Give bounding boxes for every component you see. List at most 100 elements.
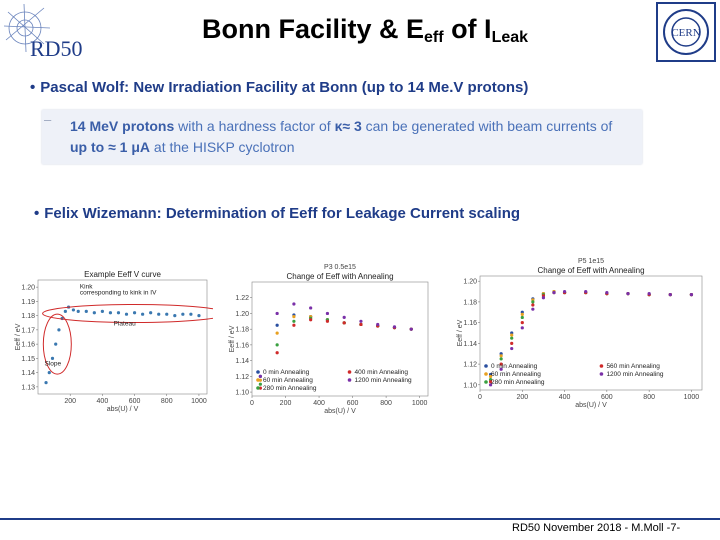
bullet-pascal-wolf: • Pascal Wolf: New Irradiation Facility a… xyxy=(30,79,529,96)
y-tick-label: 1.18 xyxy=(21,313,35,320)
bullet-dot: • xyxy=(34,205,40,222)
data-point xyxy=(76,309,80,313)
chart-annealing-p5: P5 1e15 Change of Eeff with Annealing 1.10… xyxy=(442,256,714,416)
y-tick-label: 1.20 xyxy=(463,279,477,286)
data-point xyxy=(510,346,514,351)
y-tick-label: 1.10 xyxy=(463,382,477,389)
data-point xyxy=(392,325,397,329)
chart-title: Example Eeff V curve xyxy=(84,270,161,279)
data-point xyxy=(165,312,169,316)
legend-marker xyxy=(256,378,260,382)
annotation-kink: Kink xyxy=(80,284,93,291)
legend-label: 1200 min Annealing xyxy=(606,371,663,378)
data-point xyxy=(510,336,514,340)
data-point xyxy=(520,312,524,316)
legend-label: 1200 min Annealing xyxy=(355,377,412,384)
data-point xyxy=(668,293,672,297)
footer-line xyxy=(0,518,720,520)
data-point xyxy=(292,314,296,319)
legend-label: 0 min Annealing xyxy=(491,363,538,370)
cern-logo: CERN xyxy=(656,2,716,62)
chart-title: Change of Eeff with Annealing xyxy=(537,266,644,275)
data-point xyxy=(275,351,279,355)
chart-title: Change of Eeff with Annealing xyxy=(286,272,393,281)
plot-frame xyxy=(479,275,703,391)
page-title: Bonn Facility & Eeff of ILeak xyxy=(201,14,529,46)
y-tick-label: 1.22 xyxy=(235,295,249,302)
legend-marker xyxy=(599,364,604,368)
data-point xyxy=(292,323,296,327)
x-tick-label: 200 xyxy=(280,400,292,407)
data-point xyxy=(189,312,193,316)
rd50-logo-text: RD50 xyxy=(30,36,83,61)
data-point xyxy=(258,374,262,378)
y-axis-label: Eeff / eV xyxy=(15,323,22,350)
data-point xyxy=(520,315,524,320)
chart-subtitle: P5 1e15 xyxy=(578,258,604,265)
legend-label: 60 min Annealing xyxy=(491,371,541,378)
y-tick-label: 1.10 xyxy=(235,390,249,397)
x-axis-label: abs(U) / V xyxy=(324,408,356,415)
legend-marker xyxy=(484,380,488,384)
data-point xyxy=(488,380,493,384)
data-point xyxy=(71,308,76,312)
x-tick-label: 400 xyxy=(559,394,571,401)
data-point xyxy=(647,292,651,296)
data-point xyxy=(50,356,55,360)
x-axis-label: abs(U) / V xyxy=(575,402,607,409)
y-tick-label: 1.12 xyxy=(463,362,477,369)
data-point xyxy=(100,309,104,313)
y-tick-label: 1.17 xyxy=(21,327,35,334)
x-tick-label: 800 xyxy=(161,398,173,405)
data-point xyxy=(605,290,609,295)
data-point xyxy=(626,292,630,296)
quote-box xyxy=(42,110,642,164)
data-point xyxy=(552,290,556,295)
legend-label: 280 min Annealing xyxy=(263,385,317,392)
data-point xyxy=(108,311,113,315)
legend-label: 400 min Annealing xyxy=(355,369,409,376)
data-point xyxy=(520,321,524,325)
data-point xyxy=(54,342,58,346)
data-point xyxy=(499,362,503,366)
cern-logo-text: CERN xyxy=(671,27,700,39)
footer-text: RD50 November 2018 - M.Moll -7- xyxy=(512,522,681,534)
plateau-ellipse xyxy=(42,303,213,323)
x-tick-label: 200 xyxy=(516,394,528,401)
data-point xyxy=(275,343,279,347)
bullet-felix-wizemann: • Felix Wizemann: Determination of Eeff f… xyxy=(34,205,521,222)
data-point xyxy=(292,319,296,323)
legend-marker xyxy=(256,386,260,390)
y-tick-label: 1.18 xyxy=(463,299,477,306)
y-tick-label: 1.15 xyxy=(21,356,35,363)
data-point xyxy=(292,302,296,306)
data-point xyxy=(275,323,279,327)
y-tick-label: 1.18 xyxy=(235,327,249,334)
data-point xyxy=(116,311,121,315)
data-point xyxy=(531,303,535,307)
data-point xyxy=(499,354,503,358)
x-tick-label: 600 xyxy=(347,400,359,407)
data-point xyxy=(562,289,567,294)
data-point xyxy=(510,333,514,337)
y-tick-label: 1.16 xyxy=(463,320,477,327)
data-point xyxy=(84,309,88,313)
data-point xyxy=(488,374,493,379)
data-point xyxy=(124,312,129,316)
data-point xyxy=(197,314,201,318)
y-axis-label: Eeff / eV xyxy=(457,319,464,346)
data-point xyxy=(258,382,262,386)
legend-label: 560 min Annealing xyxy=(606,363,660,370)
slope-ellipse xyxy=(42,313,72,375)
x-tick-label: 0 xyxy=(250,400,254,407)
data-point xyxy=(409,327,413,331)
data-point xyxy=(141,312,145,316)
annotation-plateau: Plateau xyxy=(114,321,136,328)
y-tick-label: 1.14 xyxy=(463,341,477,348)
x-tick-label: 1000 xyxy=(191,398,207,405)
data-point xyxy=(584,289,588,294)
y-tick-label: 1.16 xyxy=(21,342,35,349)
legend-label: 0 min Annealing xyxy=(263,369,310,376)
